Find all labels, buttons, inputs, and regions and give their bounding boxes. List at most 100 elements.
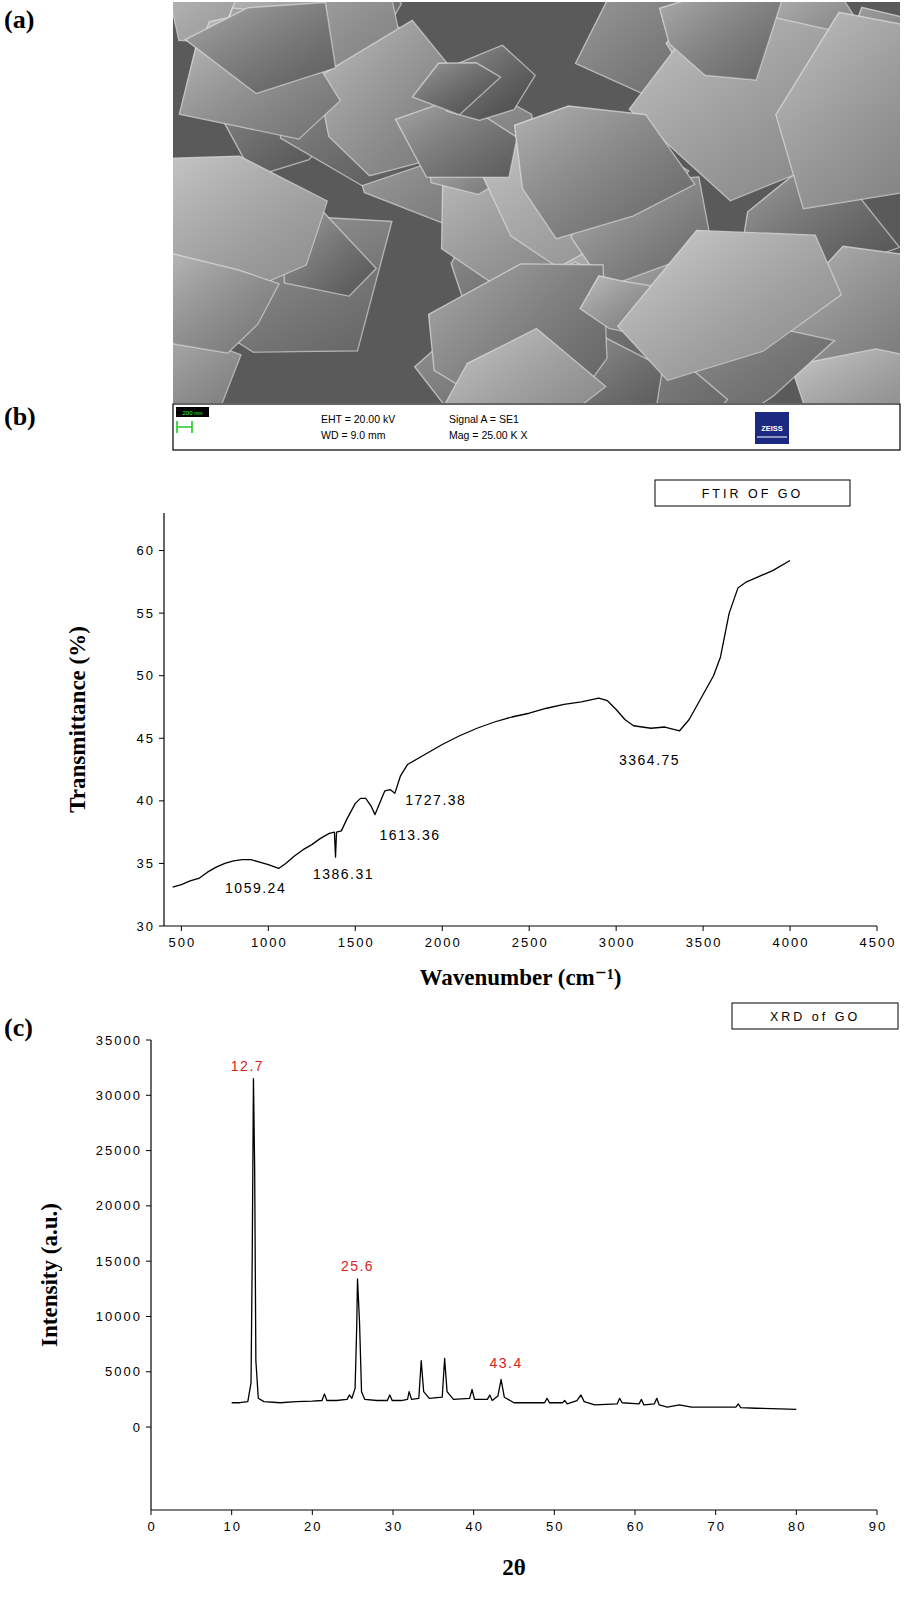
flake-shade	[618, 230, 841, 380]
x-tick-label: 0	[147, 1519, 156, 1534]
x-tick	[151, 1510, 152, 1515]
logo-text: ZEISS	[761, 424, 783, 433]
x-tick	[715, 1510, 716, 1515]
x-axis-title: 2θ	[502, 1555, 526, 1580]
eht-label: EHT = 20.00 kV	[321, 413, 395, 425]
peak-annotation: 43.4	[489, 1355, 522, 1371]
title-box	[655, 480, 850, 506]
x-tick	[616, 926, 617, 931]
x-tick-label: 1500	[338, 935, 375, 950]
chart-panel: (c)XRD of GO0102030405060708090050001000…	[4, 1003, 898, 1580]
x-tick	[554, 1510, 555, 1515]
x-tick	[877, 926, 878, 931]
flake	[438, 329, 605, 403]
peak-annotation: 1386.31	[313, 866, 374, 882]
mag-label: Mag = 25.00 K X	[449, 429, 528, 441]
y-tick-label: 15000	[96, 1254, 142, 1269]
x-tick	[473, 1510, 474, 1515]
x-tick	[796, 1510, 797, 1515]
title-box	[732, 1003, 898, 1029]
peak-annotation: 25.6	[341, 1258, 374, 1274]
x-tick-label: 90	[869, 1519, 887, 1534]
x-tick	[355, 926, 356, 931]
x-tick-label: 70	[707, 1519, 725, 1534]
y-tick-label: 50	[137, 668, 155, 683]
panel-label: (a)	[4, 5, 34, 34]
flake	[618, 230, 841, 380]
y-tick	[159, 550, 164, 551]
y-tick	[146, 1316, 151, 1317]
flake	[413, 63, 501, 115]
flake-shade	[413, 63, 501, 115]
x-axis-line	[151, 1509, 877, 1510]
y-tick-label: 20000	[96, 1198, 142, 1213]
x-tick-label: 40	[465, 1519, 483, 1534]
x-tick	[877, 1510, 878, 1515]
x-tick-label: 80	[788, 1519, 806, 1534]
signal-label: Signal A = SE1	[449, 413, 519, 425]
x-tick	[312, 1510, 313, 1515]
x-tick-label: 30	[385, 1519, 403, 1534]
peak-annotation: 1613.36	[379, 827, 440, 843]
y-axis-line	[163, 513, 164, 926]
y-tick-label: 45	[137, 731, 155, 746]
peak-annotation: 1059.24	[225, 880, 286, 896]
y-tick-label: 30000	[96, 1088, 142, 1103]
data-line	[232, 1079, 797, 1410]
x-tick	[268, 926, 269, 931]
logo-box	[755, 412, 789, 444]
x-tick	[231, 1510, 232, 1515]
y-tick-label: 35000	[96, 1033, 142, 1048]
y-tick-label: 40	[137, 793, 155, 808]
sem-micrograph	[173, 2, 900, 403]
flake-shade	[776, 12, 900, 208]
wd-label: WD = 9.0 mm	[321, 429, 386, 441]
scale-bar	[177, 421, 192, 433]
x-axis-line	[164, 925, 877, 926]
chart-title: FTIR OF GO	[702, 487, 804, 501]
y-tick	[159, 926, 164, 927]
x-tick-label: 2500	[512, 935, 549, 950]
scale-box	[176, 407, 209, 417]
y-tick-label: 5000	[105, 1364, 142, 1379]
y-tick	[159, 863, 164, 864]
x-tick-label: 50	[546, 1519, 564, 1534]
y-tick	[146, 1040, 151, 1041]
panel-label: (c)	[4, 1013, 33, 1042]
y-tick-label: 25000	[96, 1143, 142, 1158]
x-tick-label: 10	[223, 1519, 241, 1534]
y-tick	[146, 1150, 151, 1151]
chart-panel: (b)FTIR OF GO500100015002000250030003500…	[4, 402, 896, 990]
flake	[515, 106, 695, 239]
y-axis-line	[150, 1040, 151, 1510]
x-tick-label: 20	[304, 1519, 322, 1534]
x-tick-label: 4000	[773, 935, 810, 950]
x-tick-label: 3500	[686, 935, 723, 950]
plot-area	[173, 561, 790, 888]
chart-title: XRD of GO	[770, 1010, 860, 1024]
y-tick	[159, 613, 164, 614]
x-tick-label: 1000	[251, 935, 288, 950]
flake	[185, 3, 335, 94]
flake	[660, 2, 782, 80]
x-tick	[703, 926, 704, 931]
flake	[776, 12, 900, 208]
y-tick	[159, 738, 164, 739]
x-tick-label: 4500	[860, 935, 897, 950]
flake	[173, 252, 279, 353]
panel-label: (b)	[4, 402, 36, 431]
flake-shade	[515, 106, 695, 239]
flake-shade	[173, 252, 279, 353]
info-bar	[173, 404, 900, 450]
x-tick	[529, 926, 530, 931]
peak-annotation: 3364.75	[619, 752, 680, 768]
scale-bar-label: 200 nm	[182, 410, 202, 416]
y-tick-label: 55	[137, 606, 155, 621]
x-tick	[442, 926, 443, 931]
peak-annotation: 12.7	[231, 1058, 264, 1074]
x-tick-label: 3000	[599, 935, 636, 950]
data-line	[173, 561, 790, 888]
y-axis-title: Transmittance (%)	[65, 626, 90, 813]
y-tick	[146, 1095, 151, 1096]
flake-shade	[660, 2, 782, 80]
